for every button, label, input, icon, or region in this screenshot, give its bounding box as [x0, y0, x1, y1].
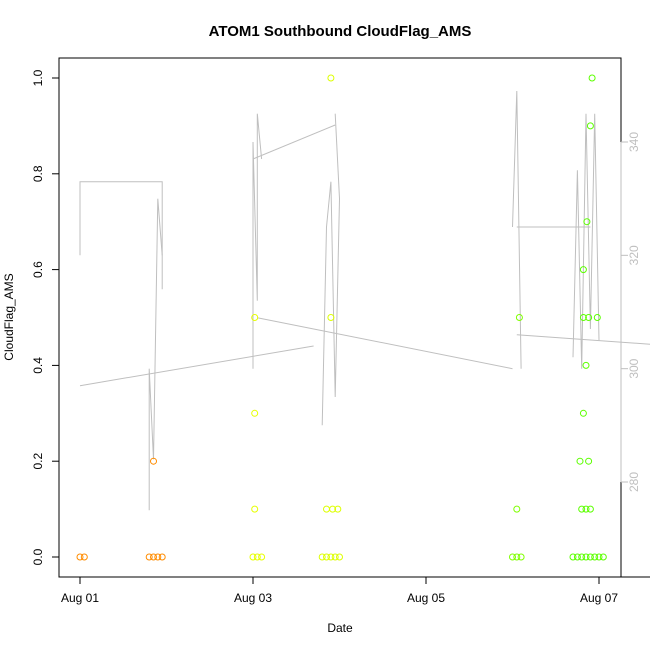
data-point	[579, 409, 587, 417]
data-point	[158, 553, 166, 561]
data-point	[150, 553, 157, 561]
secondary-trace-line	[79, 345, 314, 387]
data-point	[582, 505, 590, 513]
data-point	[334, 505, 342, 513]
data-point	[329, 505, 337, 513]
data-point	[515, 314, 523, 321]
y-tick-label: 0.4	[31, 357, 45, 374]
y-tick-label: 0.8	[31, 165, 45, 182]
x-axis-label: Date	[327, 621, 353, 635]
y-tick-label: 0.0	[31, 548, 45, 565]
data-point	[318, 553, 326, 561]
data-point	[145, 553, 153, 561]
secondary-trace-line	[512, 90, 522, 369]
data-point	[249, 553, 257, 561]
data-point	[582, 553, 590, 561]
data-point	[323, 505, 330, 513]
secondary-trace-line	[79, 181, 163, 290]
data-point	[517, 553, 525, 561]
data-point	[576, 457, 584, 465]
right-tick-label: 340	[627, 132, 641, 152]
data-point	[593, 314, 601, 321]
data-point	[251, 409, 259, 417]
data-point	[586, 505, 594, 513]
data-point	[583, 218, 591, 226]
data-point	[327, 314, 335, 321]
data-point	[150, 457, 157, 465]
data-point	[509, 553, 516, 561]
right-tick-label: 300	[627, 358, 641, 378]
x-tick-label: Aug 03	[234, 591, 272, 605]
secondary-trace-line	[252, 124, 336, 160]
x-tick-label: Aug 05	[407, 591, 445, 605]
data-point	[331, 553, 339, 561]
data-point	[258, 553, 266, 561]
data-point	[582, 361, 590, 369]
data-point	[513, 553, 521, 561]
data-point	[513, 505, 521, 513]
data-point	[599, 553, 607, 561]
data-point	[595, 553, 603, 561]
secondary-trace-line	[321, 113, 341, 426]
data-point	[251, 314, 259, 321]
secondary-trace-line	[257, 317, 513, 370]
data-point	[327, 74, 335, 82]
chart-title: ATOM1 Southbound CloudFlag_AMS	[209, 23, 472, 40]
data-point	[579, 314, 587, 321]
data-point	[585, 457, 593, 465]
plot-frame	[58, 57, 622, 578]
data-point	[586, 122, 594, 130]
data-point	[76, 553, 84, 561]
secondary-trace-line	[516, 334, 650, 345]
y-tick-label: 0.6	[31, 261, 45, 278]
y-tick-label: 1.0	[31, 69, 45, 86]
y-tick-label: 0.2	[31, 453, 45, 470]
data-point	[336, 553, 343, 561]
data-point	[579, 266, 587, 274]
y-axis-label: CloudFlag_AMS	[2, 273, 16, 360]
data-point	[585, 314, 593, 321]
data-point	[573, 553, 581, 561]
x-tick-label: Aug 07	[580, 591, 618, 605]
right-tick-label: 280	[627, 472, 641, 492]
x-tick-label: Aug 01	[61, 591, 99, 605]
data-point	[327, 553, 335, 561]
secondary-trace-layer	[79, 90, 650, 511]
right-tick-label: 320	[627, 245, 641, 265]
data-point	[578, 505, 586, 513]
data-point	[591, 553, 599, 561]
data-point	[586, 553, 594, 561]
secondary-trace-line	[148, 198, 163, 511]
data-point	[323, 553, 330, 561]
data-point	[578, 553, 586, 561]
secondary-trace-line	[572, 113, 600, 369]
data-point	[569, 553, 577, 561]
secondary-trace-line	[252, 113, 263, 369]
scatter-points-layer	[76, 74, 607, 561]
data-point	[251, 505, 259, 513]
data-point	[80, 553, 88, 561]
data-point	[154, 553, 162, 561]
data-point	[253, 553, 261, 561]
data-point	[588, 74, 596, 82]
